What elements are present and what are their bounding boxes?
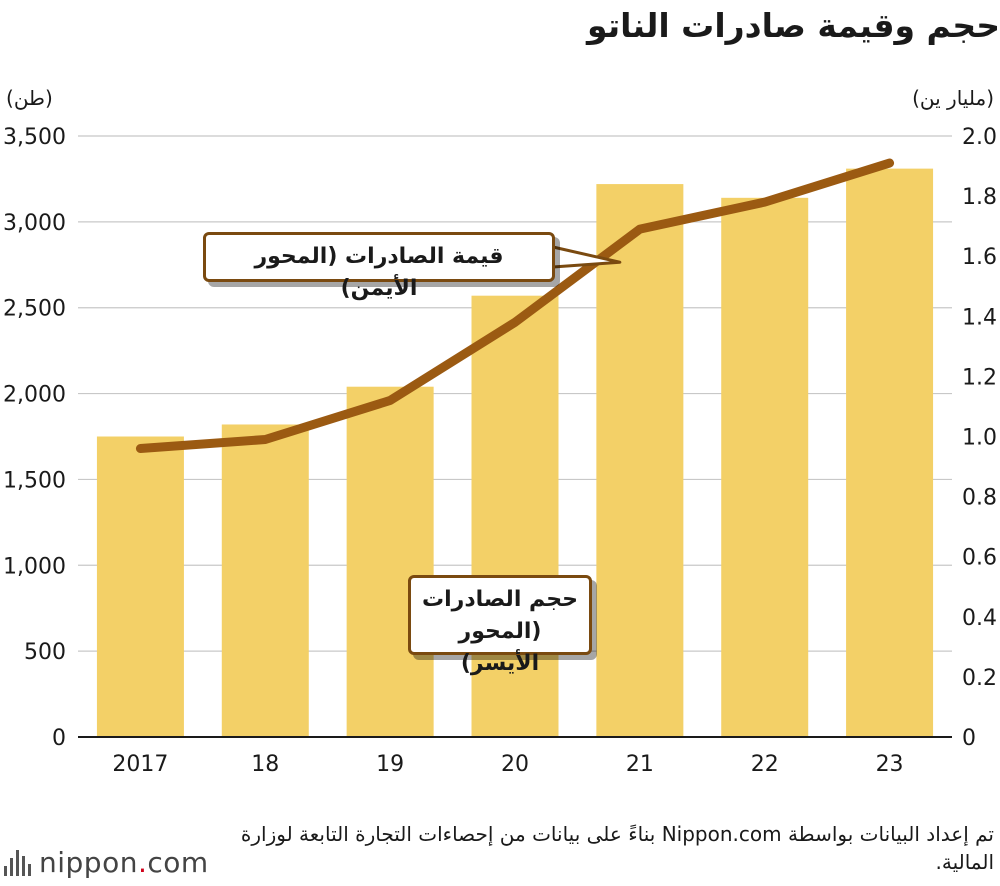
left-tick-label: 500 xyxy=(24,640,66,665)
x-tick-label: 18 xyxy=(251,752,279,777)
logo-mark-icon xyxy=(4,848,31,876)
left-tick-label: 1,000 xyxy=(3,554,66,579)
bar-series xyxy=(96,168,934,737)
right-tick-label: 2.0 xyxy=(962,125,997,150)
right-tick-label: 0.4 xyxy=(962,606,997,631)
right-tick-label: 1.8 xyxy=(962,185,997,210)
x-tick-label: 22 xyxy=(751,752,779,777)
right-tick-label: 0.2 xyxy=(962,666,997,691)
x-tick-label: 2017 xyxy=(112,752,168,777)
bar-callout-line2: (المحور الأيسر) xyxy=(458,619,542,676)
bar xyxy=(846,168,934,737)
bar-callout-line1: حجم الصادرات xyxy=(422,587,578,612)
line-point xyxy=(139,447,142,450)
source-note: تم إعداد البيانات بواسطة Nippon.com بناء… xyxy=(240,822,994,874)
left-tick-label: 0 xyxy=(52,726,66,751)
right-tick-label: 0 xyxy=(962,726,976,751)
left-tick-label: 2,000 xyxy=(3,383,66,408)
chart-title: حجم وقيمة صادرات الناتو xyxy=(587,6,1000,45)
line-series-callout: قيمة الصادرات (المحور الأيمن) xyxy=(203,232,555,301)
axes: 0 500 1,000 1,500 2,000 2,500 3,000 3,500 0 0.2 0.… xyxy=(3,125,997,777)
x-tick-label: 21 xyxy=(626,752,654,777)
line-point xyxy=(638,228,641,231)
right-tick-label: 1.4 xyxy=(962,305,997,330)
line-point xyxy=(264,438,267,441)
right-tick-label: 1.6 xyxy=(962,245,997,270)
bar xyxy=(721,197,809,737)
line-point xyxy=(389,399,392,402)
bar xyxy=(221,424,309,737)
x-tick-label: 23 xyxy=(876,752,904,777)
right-tick-label: 0.8 xyxy=(962,486,997,511)
left-tick-label: 3,500 xyxy=(3,125,66,150)
bar xyxy=(471,295,559,737)
left-axis-unit: (طن) xyxy=(6,86,53,110)
right-tick-label: 1.0 xyxy=(962,426,997,451)
left-tick-label: 1,500 xyxy=(3,468,66,493)
line-point xyxy=(763,201,766,204)
right-axis-unit: (مليار ين) xyxy=(912,86,994,110)
x-tick-label: 20 xyxy=(501,752,529,777)
right-tick-label: 0.6 xyxy=(962,546,997,571)
bar xyxy=(96,436,184,737)
left-tick-label: 3,000 xyxy=(3,211,66,236)
left-tick-label: 2,500 xyxy=(3,297,66,322)
right-tick-label: 1.2 xyxy=(962,365,997,390)
bar-series-callout: حجم الصادرات (المحور الأيسر) xyxy=(408,575,592,676)
nippon-logo: nippon.com xyxy=(4,842,209,882)
line-point xyxy=(888,162,891,165)
x-tick-label: 19 xyxy=(376,752,404,777)
line-point xyxy=(514,321,516,324)
logo-wordmark: nippon.com xyxy=(39,845,209,879)
bar xyxy=(596,184,684,737)
bar xyxy=(346,386,434,737)
